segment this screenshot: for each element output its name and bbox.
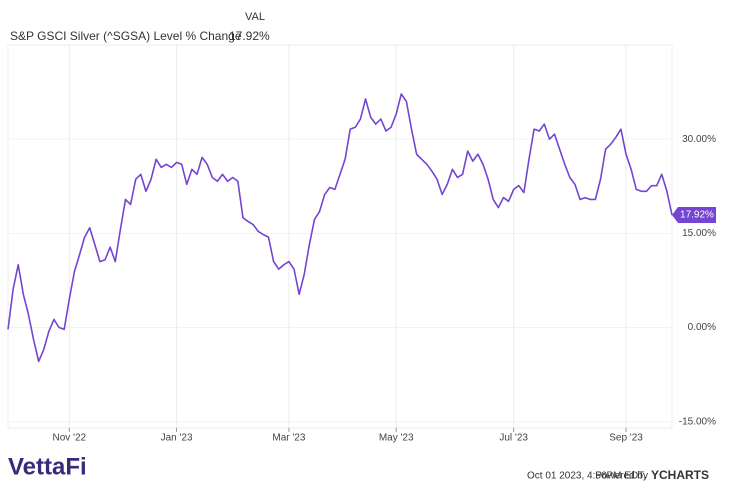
brand-logo: VettaFi: [8, 453, 87, 480]
provider-logo: YCHARTS: [651, 468, 709, 482]
x-tick-label: Sep '23: [609, 433, 643, 444]
x-tick-label: May '23: [379, 433, 414, 444]
y-tick-label: 15.00%: [682, 228, 716, 239]
value-badge: [672, 207, 716, 224]
y-tick-label: -15.00%: [679, 416, 716, 427]
x-tick-label: Mar '23: [272, 433, 305, 444]
powered-by: Powered by: [595, 471, 648, 482]
timestamp: Oct 01 2023, 4:56PM EDT.: [527, 471, 646, 482]
legend-header: VAL: [245, 11, 265, 23]
legend-value: 17.92%: [229, 29, 270, 43]
y-tick-label: 30.00%: [682, 134, 716, 145]
plot-frame: [7, 44, 673, 429]
legend-entry: S&P GSCI Silver (^SGSA) Level % Change: [10, 29, 242, 43]
y-tick-label: 0.00%: [688, 322, 716, 333]
series-line: [7, 93, 673, 363]
x-tick-label: Nov '22: [52, 433, 86, 444]
x-tick-label: Jan '23: [161, 433, 193, 444]
x-tick-label: Jul '23: [499, 433, 528, 444]
value-label: 17.92%: [680, 210, 714, 221]
